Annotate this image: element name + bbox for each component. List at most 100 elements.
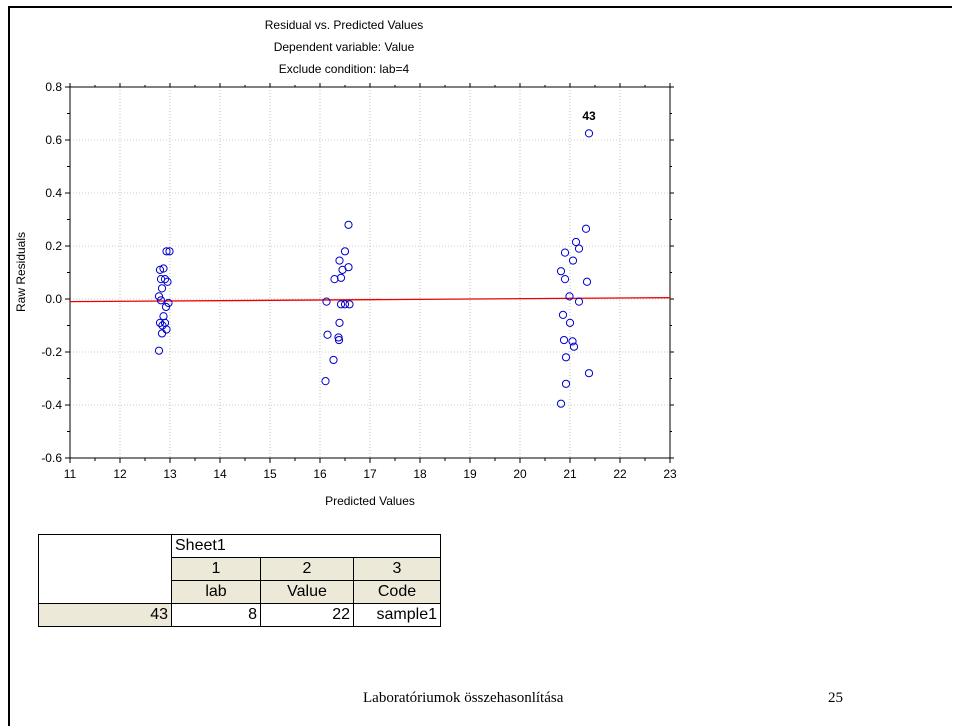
page-number: 25 — [828, 690, 843, 706]
y-tick-label: 0.4 — [45, 186, 62, 200]
data-point — [160, 275, 170, 284]
data-point — [163, 277, 172, 286]
y-tick-label: -0.4 — [41, 398, 62, 412]
y-tick-label: 0.6 — [45, 133, 62, 147]
data-point — [556, 399, 566, 408]
y-tick-label: 0.8 — [45, 80, 62, 94]
col-name-value: Value — [260, 580, 354, 604]
data-point — [560, 248, 570, 257]
data-point — [561, 379, 571, 388]
x-tick-label: 12 — [113, 467, 127, 481]
x-tick-label: 13 — [163, 467, 177, 481]
fit-line — [69, 297, 671, 303]
x-tick-label: 15 — [263, 467, 277, 481]
data-point — [154, 346, 164, 355]
data-point — [154, 292, 164, 301]
slide-frame — [8, 6, 952, 726]
data-point — [157, 329, 167, 338]
cell-value: 22 — [260, 603, 354, 627]
y-tick-label: 0.0 — [45, 292, 62, 306]
data-point — [336, 273, 346, 282]
data-point — [558, 310, 568, 319]
x-tick-label: 11 — [64, 467, 77, 481]
data-point — [582, 277, 592, 286]
y-axis-ticks: -0.6 -0.4 -0.2 0.0 0.2 0.4 0.6 0.8 — [41, 80, 674, 465]
data-point — [581, 224, 591, 233]
x-axis-label: Predicted Values — [325, 494, 415, 508]
x-tick-label: 18 — [413, 467, 427, 481]
y-tick-label: -0.6 — [41, 451, 62, 465]
data-point — [162, 247, 171, 256]
x-tick-label: 21 — [563, 467, 577, 481]
data-point — [565, 318, 575, 327]
data-point — [340, 300, 350, 309]
data-point — [559, 335, 569, 345]
col-number-3: 3 — [353, 557, 441, 581]
data-point — [321, 377, 330, 386]
data-point — [330, 275, 339, 284]
y-axis-label: Raw Residuals — [14, 232, 28, 312]
cell-lab: 8 — [171, 603, 261, 627]
data-point — [556, 267, 566, 276]
point-annotation-43: 43 — [582, 109, 596, 123]
data-point — [574, 297, 584, 306]
sheet-name-cell: Sheet1 — [171, 534, 441, 558]
x-tick-label: 23 — [663, 467, 677, 481]
data-point — [561, 353, 571, 362]
data-point — [569, 342, 579, 351]
x-tick-label: 17 — [363, 467, 377, 481]
data-point — [574, 244, 584, 253]
cell-code: sample1 — [353, 603, 441, 627]
data-point — [571, 237, 581, 247]
data-point — [560, 275, 570, 284]
x-axis-ticks: 11 12 13 14 15 16 17 18 19 20 21 22 23 — [64, 83, 677, 481]
y-tick-label: 0.2 — [45, 239, 62, 253]
footer-text: Laboratóriumok összehasonlítása — [363, 690, 564, 706]
col-name-code: Code — [353, 580, 441, 604]
x-tick-label: 14 — [213, 467, 227, 481]
data-point — [159, 264, 168, 273]
data-point — [335, 318, 344, 327]
grid-lines — [70, 87, 670, 458]
table-corner-cell — [38, 534, 172, 604]
data-point — [155, 265, 165, 274]
residual-scatter-chart: Residual vs. Predicted Values Dependent … — [14, 18, 677, 508]
data-point — [584, 369, 594, 378]
data-point — [565, 292, 574, 301]
chart-subtitle-2: Exclude condition: lab=4 — [279, 62, 410, 76]
data-point — [345, 300, 354, 309]
data-point — [323, 330, 332, 339]
data-point — [156, 296, 166, 305]
data-point — [336, 300, 346, 309]
x-tick-label: 19 — [463, 467, 477, 481]
data-point — [162, 325, 171, 334]
row-label-cell: 43 — [38, 603, 172, 627]
col-name-lab: lab — [171, 580, 261, 604]
y-tick-label: -0.2 — [41, 345, 62, 359]
data-point — [159, 312, 168, 321]
chart-title: Residual vs. Predicted Values — [265, 18, 424, 32]
x-tick-label: 22 — [613, 467, 627, 481]
data-point — [155, 318, 165, 327]
data-point — [568, 256, 578, 265]
data-point — [568, 337, 577, 346]
data-point — [344, 263, 353, 272]
chart-subtitle-1: Dependent variable: Value — [274, 40, 415, 54]
data-point — [157, 284, 167, 293]
data-point — [334, 335, 344, 345]
data-table: Sheet1 1 2 3 lab Value Code 43 8 22 samp… — [38, 534, 441, 627]
data-points — [154, 129, 594, 408]
x-tick-label: 20 — [513, 467, 527, 481]
x-tick-label: 16 — [313, 467, 327, 481]
data-point — [164, 298, 173, 308]
data-point — [165, 247, 174, 256]
data-point — [161, 302, 171, 312]
col-number-2: 2 — [260, 557, 354, 581]
data-point — [329, 355, 338, 365]
data-point — [322, 297, 331, 306]
data-point — [340, 247, 350, 256]
data-point — [335, 256, 344, 265]
data-point — [344, 220, 353, 229]
data-point — [584, 129, 594, 138]
col-number-1: 1 — [171, 557, 261, 581]
